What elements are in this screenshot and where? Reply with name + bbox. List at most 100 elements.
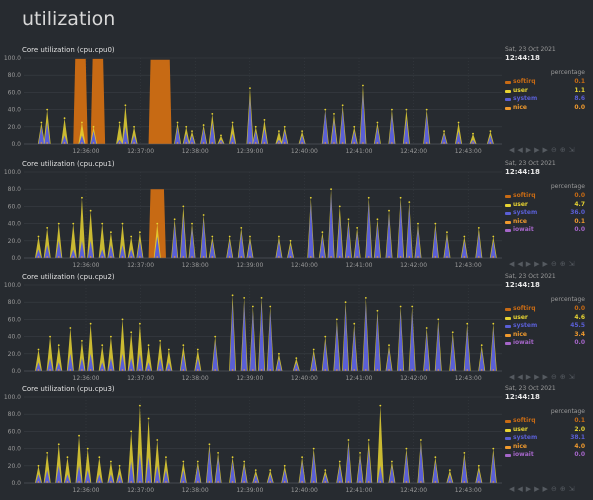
series-point-user (448, 469, 451, 471)
legend-item-iowait[interactable]: iowait 0.0 (505, 226, 585, 235)
series-area-system (365, 448, 372, 483)
y-tick-label: 60.0 (8, 428, 22, 435)
series-point-nice (49, 369, 51, 371)
legend-item-system[interactable]: system 45.5 (505, 322, 585, 331)
series-point-user (208, 443, 211, 446)
chart-plot[interactable]: 100.0 80.0 60.0 40.0 20.0 0.0 12:36:00 12:37:00… (0, 160, 505, 272)
legend-item-softirq[interactable]: softirq 0.1 (505, 417, 585, 426)
series-area-system (374, 315, 381, 371)
legend-value: 1.1 (574, 86, 585, 94)
series-point-user (411, 305, 414, 308)
legend-item-softirq[interactable]: softirq 0.0 (505, 192, 585, 201)
zoom-out-icon[interactable]: ⊖ (550, 485, 560, 493)
legend-item-nice[interactable]: nice 3.4 (505, 331, 585, 340)
series-point-user (211, 235, 214, 238)
legend-item-system[interactable]: system 36.0 (505, 209, 585, 218)
forward-icon[interactable]: ▶▶ (534, 485, 551, 493)
chart-plot[interactable]: 100.0 80.0 60.0 40.0 20.0 0.0 12:36:00 12:37:00… (0, 385, 505, 497)
series-point-nice (283, 481, 286, 483)
series-area-system (357, 457, 363, 483)
legend-item-user[interactable]: user 2.0 (505, 426, 585, 435)
series-point-user (165, 456, 167, 459)
series-point-nice (333, 142, 335, 144)
play-icon[interactable]: ▶ (525, 146, 535, 154)
resize-icon[interactable]: ⇲ (568, 485, 578, 493)
rewind-icon[interactable]: ◀◀ (509, 373, 526, 381)
legend-name: softirq (513, 417, 536, 424)
legend-item-softirq[interactable]: softirq 0.0 (505, 305, 585, 314)
series-area-user (127, 431, 135, 483)
series-area-system (200, 219, 207, 258)
forward-icon[interactable]: ▶▶ (534, 373, 551, 381)
legend-item-system[interactable]: system 8.6 (505, 95, 585, 104)
zoom-out-icon[interactable]: ⊖ (550, 373, 560, 381)
series-point-user (356, 227, 359, 229)
forward-icon[interactable]: ▶▶ (534, 146, 551, 154)
legend-item-iowait[interactable]: iowait 0.0 (505, 451, 585, 460)
play-icon[interactable]: ▶ (525, 260, 535, 268)
series-area-system (79, 358, 85, 371)
rewind-icon[interactable]: ◀◀ (509, 146, 526, 154)
x-tick-label: 12:37:00 (127, 375, 154, 382)
series-area-system (218, 139, 224, 144)
series-point-user (37, 348, 40, 351)
series-point-nice (118, 142, 121, 144)
x-tick-label: 12:37:00 (127, 487, 154, 494)
rewind-icon[interactable]: ◀◀ (509, 260, 526, 268)
series-area-system (319, 236, 326, 258)
legend-item-user[interactable]: user 4.7 (505, 201, 585, 210)
series-point-nice (466, 369, 469, 371)
series-point-user (89, 209, 92, 212)
legend-item-nice[interactable]: nice 0.1 (505, 218, 585, 227)
series-point-nice (492, 256, 495, 258)
series-point-nice (211, 256, 214, 258)
series-point-user (443, 130, 445, 132)
play-icon[interactable]: ▶ (525, 485, 535, 493)
chart-title: Core utilization (cpu.cpu1) (22, 160, 115, 168)
series-point-nice (191, 256, 193, 258)
series-point-user (46, 108, 49, 111)
chart-panel-cpu1: Core utilization (cpu.cpu1) 100.0 80.0 60.0… (0, 160, 593, 272)
legend-item-softirq[interactable]: softirq 0.1 (505, 78, 585, 87)
resize-icon[interactable]: ⇲ (568, 146, 578, 154)
play-icon[interactable]: ▶ (525, 373, 535, 381)
series-point-nice (72, 256, 75, 258)
resize-icon[interactable]: ⇲ (568, 260, 578, 268)
chart-plot[interactable]: 100.0 80.0 60.0 40.0 20.0 0.0 12:36:00 12:37:00… (0, 273, 505, 385)
legend-item-user[interactable]: user 1.1 (505, 87, 585, 96)
legend-item-nice[interactable]: nice 4.0 (505, 443, 585, 452)
series-point-nice (463, 481, 466, 483)
zoom-in-icon[interactable]: ⊕ (559, 373, 569, 381)
series-area-system (322, 340, 329, 371)
series-point-nice (344, 369, 347, 371)
series-point-user (101, 222, 104, 225)
zoom-in-icon[interactable]: ⊕ (559, 146, 569, 154)
legend-item-nice[interactable]: nice 0.0 (505, 104, 585, 113)
series-point-user (388, 344, 390, 347)
forward-icon[interactable]: ▶▶ (534, 260, 551, 268)
y-tick-label: 60.0 (8, 316, 22, 323)
legend-item-iowait[interactable]: iowait 0.0 (505, 339, 585, 348)
series-area-user (136, 323, 144, 371)
series-point-nice (182, 369, 185, 371)
series-point-user (278, 130, 280, 132)
series-point-user (399, 196, 402, 199)
series-area-user (469, 133, 477, 144)
rewind-icon[interactable]: ◀◀ (509, 485, 526, 493)
zoom-out-icon[interactable]: ⊖ (550, 260, 560, 268)
legend-item-system[interactable]: system 38.1 (505, 434, 585, 443)
series-point-nice (457, 142, 460, 144)
page-title: utilization (22, 8, 116, 30)
legend-item-user[interactable]: user 4.6 (505, 314, 585, 323)
series-point-nice (269, 369, 272, 371)
zoom-in-icon[interactable]: ⊕ (559, 485, 569, 493)
legend-value: 0.0 (574, 305, 585, 312)
series-point-nice (388, 256, 390, 258)
series-area-user (153, 440, 161, 483)
zoom-out-icon[interactable]: ⊖ (550, 146, 560, 154)
chart-plot[interactable]: 100.0 80.0 60.0 40.0 20.0 0.0 12:36:00 12:37:00… (0, 46, 505, 158)
series-point-nice (492, 369, 495, 371)
series-area-system (476, 232, 482, 258)
resize-icon[interactable]: ⇲ (568, 373, 578, 381)
zoom-in-icon[interactable]: ⊕ (559, 260, 569, 268)
